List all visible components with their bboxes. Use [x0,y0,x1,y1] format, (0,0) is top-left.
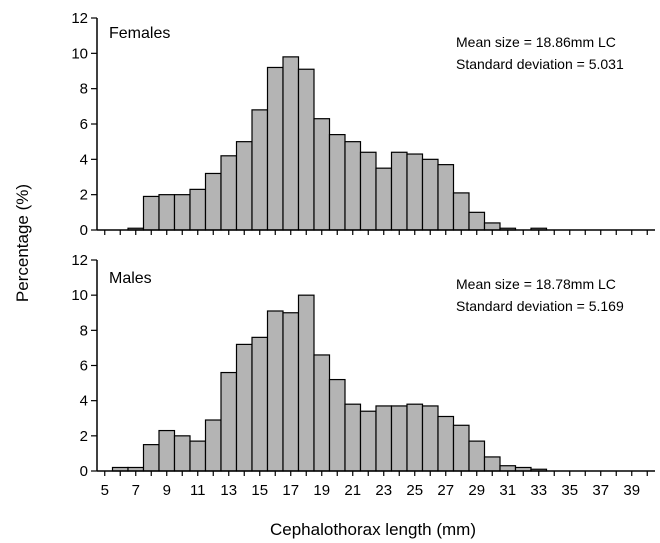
y-axis-title: Percentage (%) [13,184,32,302]
males-panel-label: Males [109,270,152,287]
x-tick-label: 19 [313,482,330,499]
males-bar-8 [142,444,160,472]
males-bar-16 [266,310,284,472]
x-tick-label: 9 [163,482,171,499]
males-panel: 0 2 4 6 8 10 12 Males Mean size = 18.78mm LC Stan… [71,252,655,480]
males-bar-9 [158,429,176,472]
females-bar-11 [189,188,207,231]
males-bar-12 [204,419,222,472]
x-tick-label: 33 [530,482,547,499]
males-bar-18 [297,294,315,472]
males-bar-13 [220,371,238,472]
males-bar-31 [499,465,517,472]
females-bar-14 [235,141,253,231]
males-bar-26 [421,405,439,472]
males-bar-23 [375,405,393,472]
males-bar-29 [468,440,486,472]
males-bar-17 [282,312,300,472]
males-y-tick-label: 10 [71,287,88,304]
males-stat-line: Standard deviation = 5.169 [456,298,624,314]
males-bar-24 [390,405,408,472]
females-bar-19 [313,118,331,231]
x-tick-label: 5 [101,482,109,499]
females-bar-24 [390,151,408,231]
females-bar-16 [266,66,284,231]
females-bar-23 [375,167,393,231]
females-y-tick-label: 2 [80,187,88,204]
females-panel-label: Females [109,25,170,42]
males-bar-27 [437,415,455,472]
females-bar-25 [406,153,424,231]
x-tick-label: 29 [468,482,485,499]
males-bar-10 [173,435,191,472]
males-bar-11 [189,440,207,472]
males-bar-20 [328,378,346,472]
females-y-tick-label: 12 [71,10,88,27]
x-axis-tick-labels: 5 7 9 11 13 15 17 19 21 23 25 27 29 31 33 35 37 39 [101,482,641,499]
males-y-tick-label: 12 [71,252,88,269]
x-tick-label: 15 [251,482,268,499]
x-axis-title: Cephalothorax length (mm) [270,520,476,539]
x-tick-label: 27 [437,482,454,499]
females-bar-21 [344,141,362,231]
x-tick-label: 31 [499,482,516,499]
females-bar-22 [359,151,377,231]
x-tick-label: 37 [592,482,609,499]
females-y-tick-label: 6 [80,116,88,133]
x-tick-label: 13 [220,482,237,499]
males-y-tick-label: 8 [80,322,88,339]
males-bar-25 [406,403,424,472]
females-y-tick-label: 8 [80,81,88,98]
males-bar-21 [344,403,362,472]
x-tick-label: 23 [375,482,392,499]
males-bar-15 [251,336,269,472]
x-tick-label: 21 [344,482,361,499]
females-bar-20 [328,134,346,231]
x-tick-label: 7 [132,482,140,499]
females-bar-8 [142,195,160,231]
females-bar-15 [251,109,269,231]
females-bar-30 [483,222,501,231]
females-bar-13 [220,155,238,231]
males-y-tick-label: 4 [80,393,88,410]
females-bar-28 [452,192,470,231]
x-tick-label: 39 [623,482,640,499]
females-y-tick-label: 10 [71,45,88,62]
x-tick-label: 25 [406,482,423,499]
males-bar-30 [483,456,501,472]
females-bar-17 [282,56,300,231]
females-bar-12 [204,172,222,231]
males-bar-14 [235,343,253,472]
females-bar-27 [437,164,455,231]
females-bar-26 [421,158,439,231]
males-bar-22 [359,410,377,472]
males-y-tick-label: 6 [80,358,88,375]
males-stat-line: Mean size = 18.78mm LC [456,276,616,292]
males-bar-28 [452,424,470,472]
females-y-tick-label: 4 [80,151,88,168]
females-stat-line: Mean size = 18.86mm LC [456,34,616,50]
females-bar-29 [468,211,486,231]
females-panel: 0 2 4 6 8 10 12 Females Mean size = 18.86mm LC St… [71,10,655,239]
females-stat-line: Standard deviation = 5.031 [456,56,624,72]
x-tick-label: 35 [561,482,578,499]
females-bar-10 [173,194,191,231]
males-y-tick-label: 2 [80,428,88,445]
males-y-tick-label: 0 [80,463,88,480]
x-tick-label: 17 [282,482,299,499]
females-bar-9 [158,194,176,231]
females-y-tick-label: 0 [80,222,88,239]
males-bar-19 [313,354,331,472]
females-bar-18 [297,68,315,231]
x-tick-label: 11 [190,482,206,499]
